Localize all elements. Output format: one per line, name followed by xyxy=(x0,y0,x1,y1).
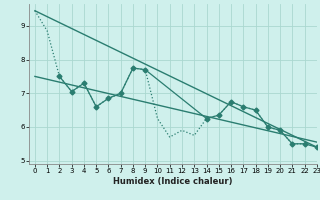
X-axis label: Humidex (Indice chaleur): Humidex (Indice chaleur) xyxy=(113,177,233,186)
